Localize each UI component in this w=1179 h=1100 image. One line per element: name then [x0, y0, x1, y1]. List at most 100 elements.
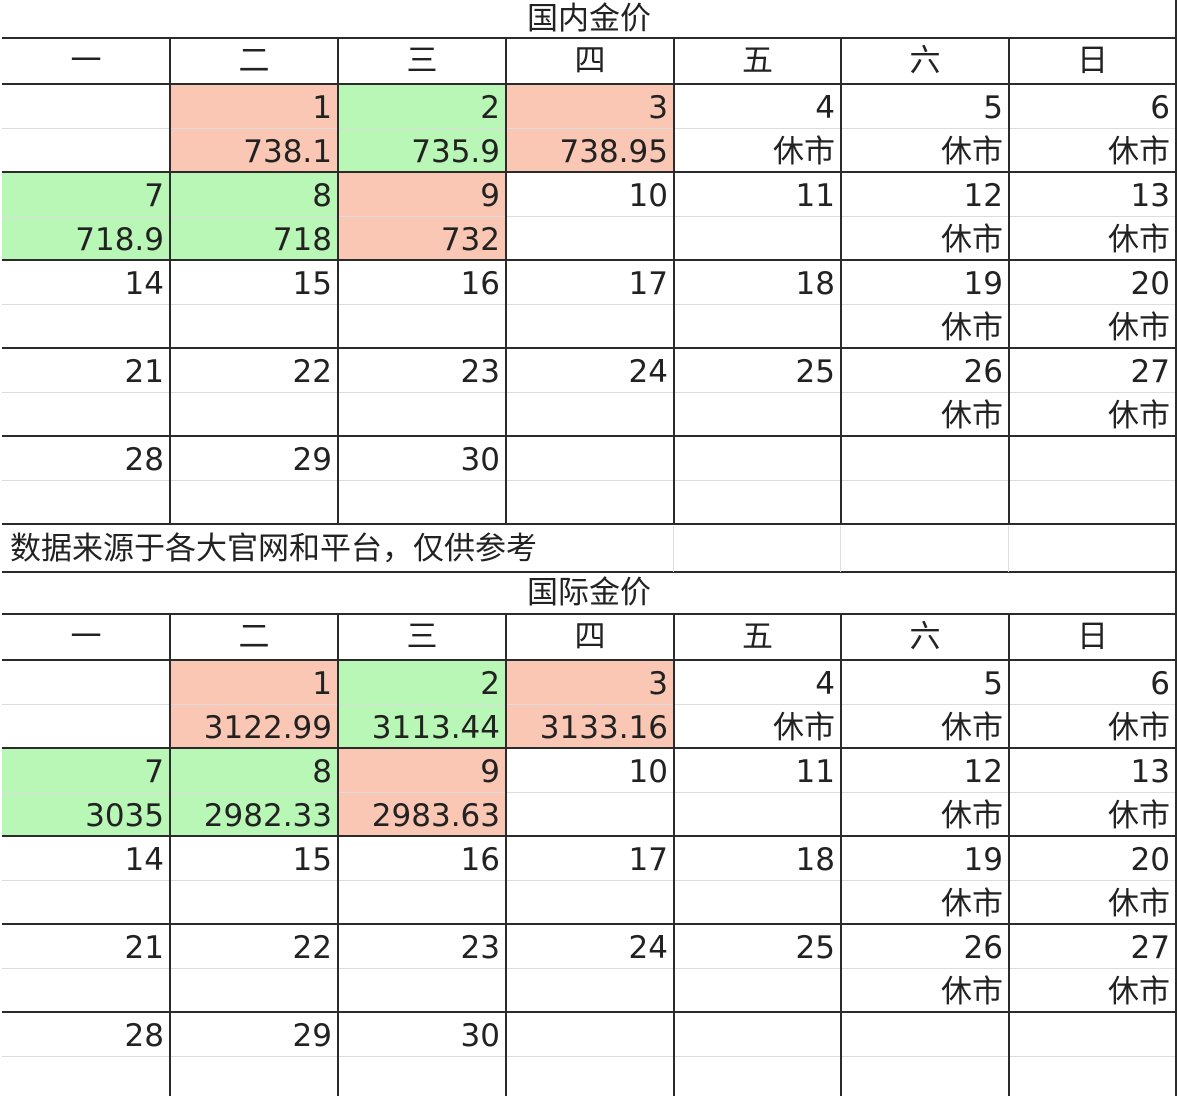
day-number: 29: [292, 442, 332, 478]
day-number: 25: [795, 930, 835, 966]
weekday-header: 日: [1077, 619, 1108, 655]
market-closed-label: 休市: [941, 134, 1003, 170]
market-closed-label: 休市: [1108, 798, 1170, 834]
day-number: 13: [1130, 754, 1170, 790]
day-number: 26: [963, 354, 1003, 390]
grid-line: [2, 613, 1176, 615]
day-number: 28: [124, 442, 164, 478]
grid-line: [337, 614, 339, 1096]
market-closed-label: 休市: [941, 710, 1003, 746]
day-number: 3: [648, 666, 668, 702]
day-number: 28: [124, 1018, 164, 1054]
day-number: 18: [795, 842, 835, 878]
day-number: 20: [1130, 266, 1170, 302]
grid-line: [840, 526, 841, 572]
weekday-header: 四: [574, 43, 606, 79]
gold-price-value: 2982.33: [203, 798, 332, 834]
grid-line: [2, 523, 1176, 525]
weekday-header: 日: [1077, 43, 1108, 79]
gold-price-value: 718: [272, 222, 332, 258]
gold-price-value: 718.9: [75, 222, 164, 258]
grid-line: [505, 614, 507, 1096]
day-number: 19: [963, 842, 1003, 878]
day-number: 14: [124, 842, 164, 878]
weekday-header: 六: [909, 619, 941, 655]
day-number: 29: [292, 1018, 332, 1054]
gold-price-value: 3122.99: [203, 710, 332, 746]
day-number: 13: [1130, 178, 1170, 214]
day-number: 14: [124, 266, 164, 302]
grid-line: [2, 128, 1176, 129]
grid-line: [840, 38, 842, 524]
grid-line: [2, 392, 1176, 393]
weekday-header: 三: [406, 619, 438, 655]
day-number: 24: [628, 354, 668, 390]
day-number: 8: [312, 178, 332, 214]
grid-line: [169, 614, 171, 1096]
day-number: 11: [795, 178, 835, 214]
day-number: 19: [963, 266, 1003, 302]
gold-price-value: 3133.16: [539, 710, 668, 746]
day-number: 16: [460, 842, 500, 878]
gold-price-value: 732: [440, 222, 500, 258]
day-number: 11: [795, 754, 835, 790]
day-number: 10: [628, 754, 668, 790]
market-closed-label: 休市: [941, 222, 1003, 258]
gold-price-value: 3035: [85, 798, 164, 834]
grid-line: [2, 880, 1176, 881]
grid-line: [337, 38, 339, 524]
day-number: 17: [628, 842, 668, 878]
weekday-header: 三: [406, 43, 438, 79]
day-number: 10: [628, 178, 668, 214]
gold-price-value: 735.9: [411, 134, 500, 170]
day-number: 4: [815, 90, 835, 126]
grid-line: [2, 659, 1176, 661]
day-number: 2: [480, 90, 500, 126]
grid-line: [2, 1011, 1176, 1013]
data-source-note: 数据来源于各大官网和平台，仅供参考: [10, 531, 537, 567]
day-number: 2: [480, 666, 500, 702]
market-closed-label: 休市: [773, 710, 835, 746]
day-number: 27: [1130, 930, 1170, 966]
day-number: 26: [963, 930, 1003, 966]
day-number: 25: [795, 354, 835, 390]
gold-price-value: 2983.63: [371, 798, 500, 834]
weekday-header: 五: [742, 43, 773, 79]
day-number: 27: [1130, 354, 1170, 390]
grid-line: [1008, 526, 1009, 572]
section-title-international: 国际金价: [527, 575, 651, 611]
day-number: 23: [460, 354, 500, 390]
day-number: 15: [292, 266, 332, 302]
day-number: 30: [460, 1018, 500, 1054]
market-closed-label: 休市: [1108, 710, 1170, 746]
market-closed-label: 休市: [941, 886, 1003, 922]
weekday-header: 二: [238, 43, 270, 79]
market-closed-label: 休市: [1108, 398, 1170, 434]
day-number: 15: [292, 842, 332, 878]
grid-line: [1008, 614, 1010, 1096]
grid-line: [2, 923, 1176, 925]
weekday-header: 一: [70, 619, 102, 655]
grid-line: [1008, 38, 1010, 524]
grid-line: [2, 1056, 1176, 1057]
day-number: 23: [460, 930, 500, 966]
day-number: 21: [124, 354, 164, 390]
day-number: 5: [983, 90, 1003, 126]
day-number: 1: [312, 666, 332, 702]
grid-line: [2, 747, 1176, 749]
day-number: 7: [144, 178, 164, 214]
grid-line: [673, 526, 674, 572]
grid-line: [1175, 0, 1177, 1096]
day-number: 7: [144, 754, 164, 790]
market-closed-label: 休市: [1108, 222, 1170, 258]
day-number: 1: [312, 90, 332, 126]
weekday-header: 四: [574, 619, 606, 655]
grid-line: [2, 83, 1176, 85]
grid-line: [505, 38, 507, 524]
grid-line: [2, 571, 1176, 573]
day-number: 3: [648, 90, 668, 126]
market-closed-label: 休市: [1108, 974, 1170, 1010]
market-closed-label: 休市: [1108, 310, 1170, 346]
day-number: 24: [628, 930, 668, 966]
